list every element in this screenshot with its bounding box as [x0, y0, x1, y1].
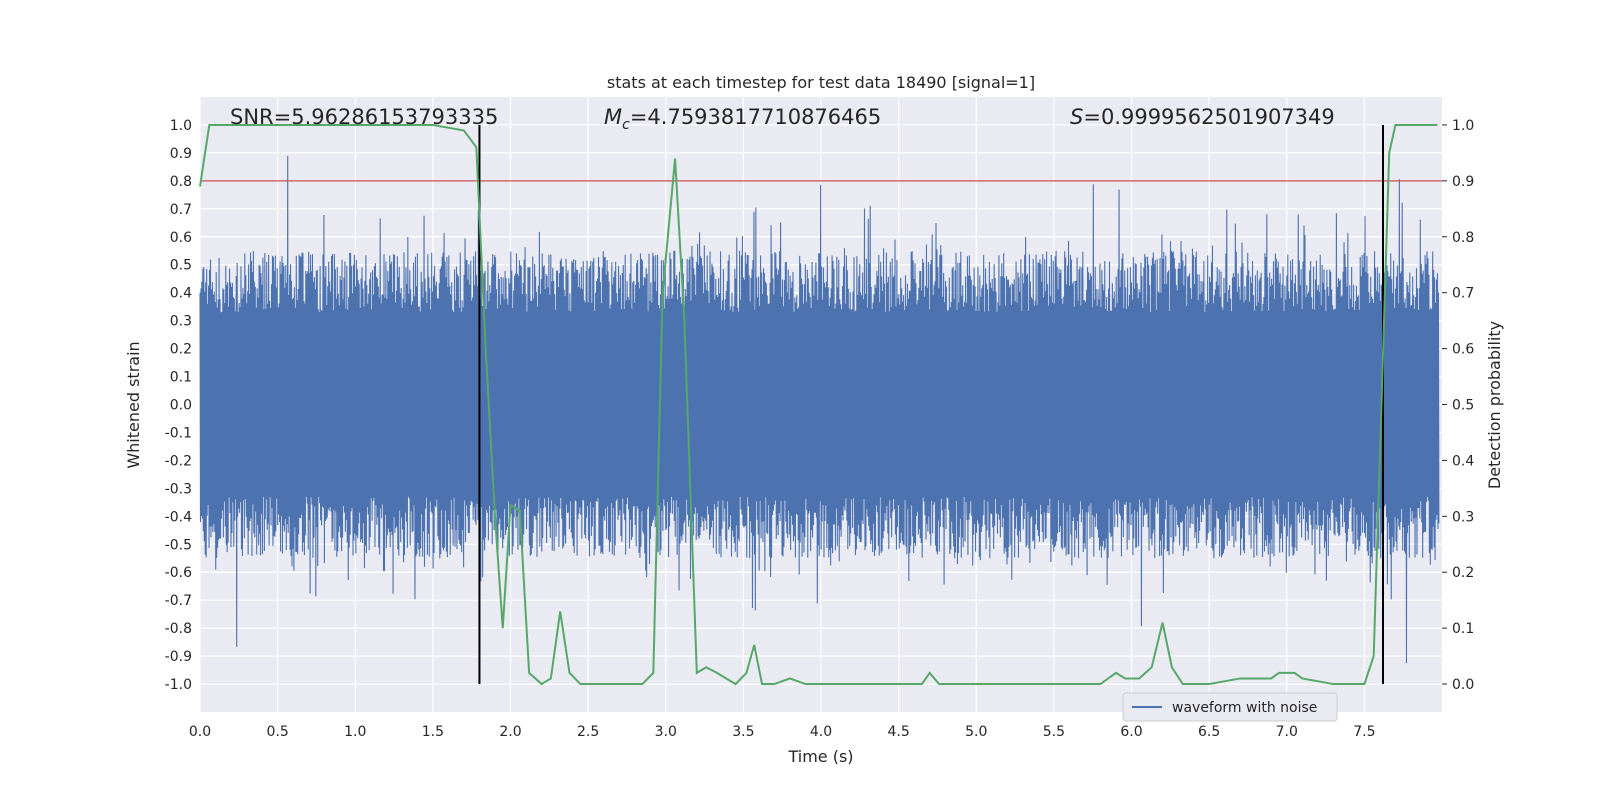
chirp-mass-value: =4.7593817710876465	[630, 105, 881, 129]
y-left-tick-label: 0.9	[170, 146, 192, 162]
y-left-tick-label: 0.6	[170, 230, 192, 246]
x-tick-label: 3.0	[655, 724, 677, 740]
y-axis-left-label: Whitened strain	[124, 341, 143, 468]
probability-series	[199, 123, 1438, 686]
x-tick-label: 5.5	[1043, 724, 1065, 740]
x-tick-label: 6.5	[1198, 724, 1220, 740]
y-right-tick-label: 0.7	[1452, 286, 1474, 302]
tick-labels: 0.0 0.5 1.0 1.5 2.0 2.5 3.0 3.5 4.0 4.5 5.0 5.5 6.0 6…	[165, 118, 1475, 740]
legend-label: waveform with noise	[1172, 700, 1317, 716]
snr-annotation: SNR=5.96286153793335	[230, 105, 498, 129]
chirp-mass-symbol: M	[604, 105, 622, 129]
score-symbol: S	[1070, 105, 1083, 129]
x-tick-label: 1.0	[344, 724, 366, 740]
x-tick-label: 3.5	[732, 724, 754, 740]
score-annotation: S=0.9999562501907349	[1070, 105, 1335, 129]
score-value: =0.9999562501907349	[1083, 105, 1334, 129]
y-left-tick-label: -0.8	[165, 621, 192, 637]
y-left-tick-label: -0.7	[165, 593, 192, 609]
y-right-tick-label: 0.9	[1452, 174, 1474, 190]
y-right-tick-label: 0.5	[1452, 398, 1474, 414]
x-tick-label: 0.5	[266, 724, 288, 740]
x-tick-label: 4.0	[810, 724, 832, 740]
y-left-tick-label: 0.2	[170, 342, 192, 358]
y-right-tick-label: 0.6	[1452, 342, 1474, 358]
y-left-tick-label: -0.3	[165, 481, 192, 497]
x-tick-label: 0.0	[189, 724, 211, 740]
y-left-tick-label: 0.3	[170, 314, 192, 330]
y-right-tick-label: 1.0	[1452, 118, 1474, 134]
legend: waveform with noise	[1122, 692, 1338, 722]
probability-line	[199, 123, 1438, 686]
chart-title: stats at each timestep for test data 184…	[607, 73, 1035, 92]
y-left-tick-label: -0.4	[165, 509, 192, 525]
y-left-tick-label: 0.7	[170, 202, 192, 218]
y-left-tick-label: -0.1	[165, 425, 192, 441]
x-tick-label: 7.0	[1276, 724, 1298, 740]
y-right-tick-label: 0.4	[1452, 453, 1474, 469]
y-left-tick-label: 0.8	[170, 174, 192, 190]
chirp-mass-subscript: c	[622, 117, 630, 133]
chirp-mass-annotation: Mc=4.7593817710876465	[604, 105, 881, 133]
x-tick-label: 2.5	[577, 724, 599, 740]
x-tick-label: 6.0	[1120, 724, 1142, 740]
y-left-tick-label: -0.6	[165, 565, 192, 581]
x-tick-label: 1.5	[422, 724, 444, 740]
y-right-tick-label: 0.0	[1452, 677, 1474, 693]
y-left-tick-label: 0.4	[170, 286, 192, 302]
y-left-tick-label: -1.0	[165, 677, 192, 693]
y-right-tick-label: 0.2	[1452, 565, 1474, 581]
y-right-tick-label: 0.1	[1452, 621, 1474, 637]
y-axis-right-label: Detection probability	[1485, 321, 1504, 489]
legend-box	[1122, 692, 1338, 722]
x-tick-label: 5.0	[965, 724, 987, 740]
x-axis-label: Time (s)	[787, 747, 853, 766]
x-tick-label: 7.5	[1353, 724, 1375, 740]
y-left-tick-label: 0.5	[170, 258, 192, 274]
y-right-tick-label: 0.8	[1452, 230, 1474, 246]
y-left-tick-label: -0.2	[165, 453, 192, 469]
y-left-tick-label: 0.0	[170, 398, 192, 414]
waveform-series	[199, 155, 1440, 664]
y-right-tick-label: 0.3	[1452, 509, 1474, 525]
x-tick-label: 4.5	[887, 724, 909, 740]
y-left-tick-label: -0.9	[165, 649, 192, 665]
x-tick-label: 2.0	[499, 724, 521, 740]
y-left-tick-label: 1.0	[170, 118, 192, 134]
y-left-tick-label: 0.1	[170, 370, 192, 386]
y-left-tick-label: -0.5	[165, 537, 192, 553]
waveform-line	[199, 155, 1440, 664]
